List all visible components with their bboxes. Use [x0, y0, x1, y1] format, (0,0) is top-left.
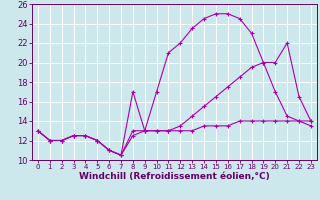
X-axis label: Windchill (Refroidissement éolien,°C): Windchill (Refroidissement éolien,°C) — [79, 172, 270, 181]
